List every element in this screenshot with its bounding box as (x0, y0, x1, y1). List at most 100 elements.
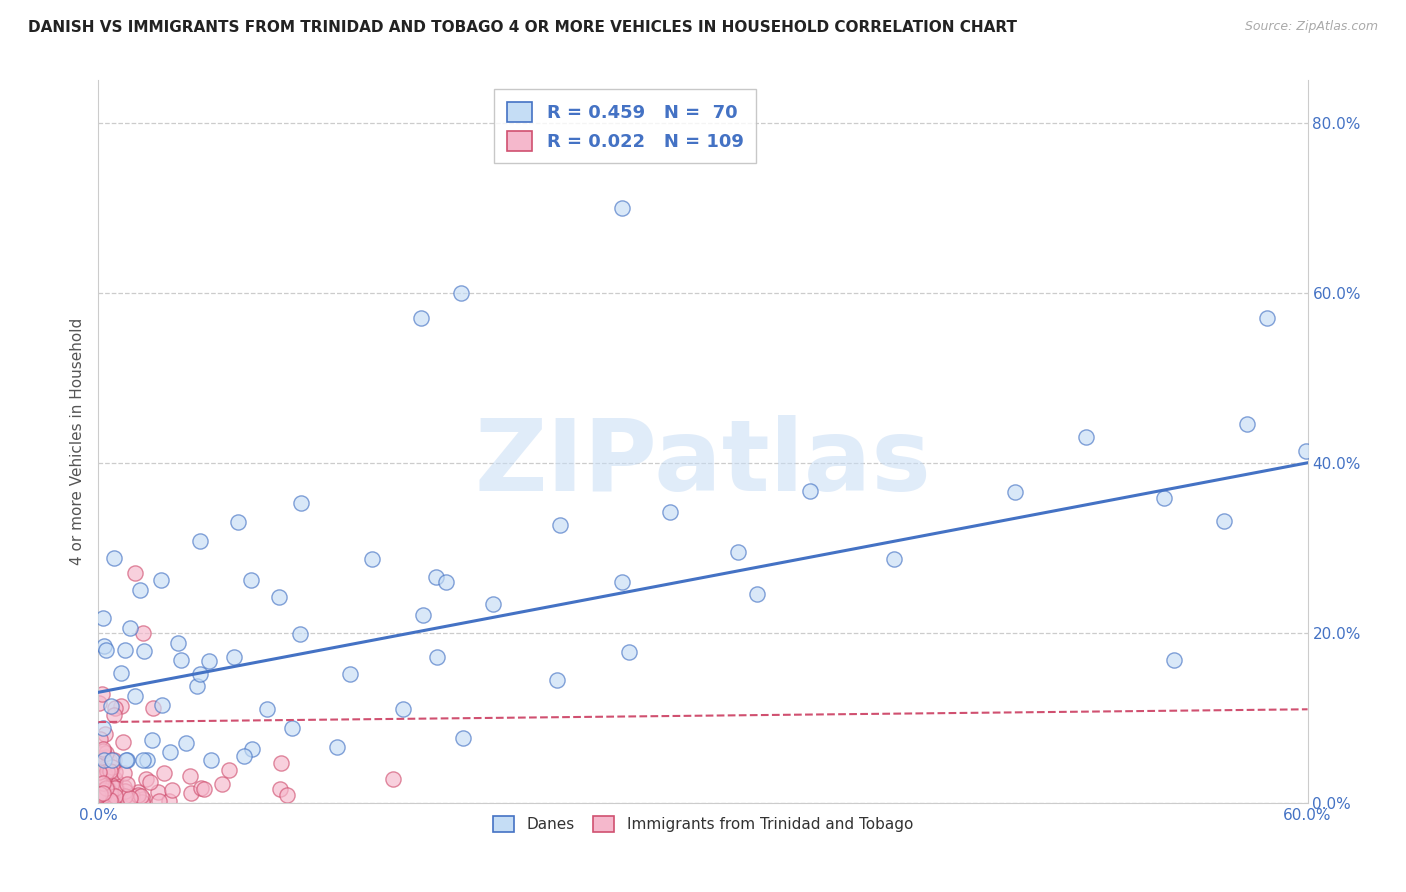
Point (100, 764, 122, 778)
Text: Source: ZipAtlas.com: Source: ZipAtlas.com (1244, 20, 1378, 33)
Point (1213, 514, 1236, 528)
Point (658, 505, 681, 519)
Point (103, 708, 125, 723)
Point (90, 762, 112, 776)
Point (290, 495, 312, 509)
Point (94, 727, 117, 741)
Point (93, 768, 115, 782)
Point (160, 783, 183, 797)
Point (166, 636, 188, 650)
Point (90, 773, 112, 788)
Point (392, 702, 415, 716)
Point (90, 687, 112, 701)
Point (112, 766, 135, 780)
Point (104, 781, 127, 796)
Point (193, 782, 215, 797)
Point (174, 736, 197, 750)
Point (240, 741, 263, 756)
Point (131, 795, 153, 809)
Point (121, 789, 143, 803)
Point (91, 611, 114, 625)
Text: ZIPatlas: ZIPatlas (475, 415, 931, 512)
Point (127, 785, 149, 799)
Point (93, 640, 115, 654)
Point (112, 780, 135, 795)
Point (90, 791, 112, 805)
Point (108, 787, 131, 801)
Point (131, 753, 153, 767)
Point (100, 778, 122, 792)
Point (96, 776, 118, 790)
Point (101, 792, 124, 806)
Text: DANISH VS IMMIGRANTS FROM TRINIDAD AND TOBAGO 4 OR MORE VEHICLES IN HOUSEHOLD CO: DANISH VS IMMIGRANTS FROM TRINIDAD AND T… (28, 20, 1017, 35)
Point (97, 792, 120, 806)
Point (91, 741, 114, 756)
Point (179, 768, 201, 782)
Point (128, 583, 150, 598)
Point (110, 699, 132, 714)
Point (100, 792, 122, 806)
Point (153, 766, 176, 780)
Point (612, 201, 634, 215)
Point (150, 698, 173, 713)
Point (117, 777, 139, 791)
Point (200, 753, 222, 767)
Point (186, 680, 208, 694)
Point (727, 545, 749, 559)
Point (434, 574, 457, 589)
Point (124, 566, 146, 581)
Point (412, 607, 434, 622)
Point (132, 644, 155, 658)
Point (146, 784, 169, 798)
Point (1256, 311, 1278, 326)
Point (883, 551, 905, 566)
Point (104, 781, 127, 796)
Point (121, 789, 143, 803)
Point (745, 587, 768, 601)
Point (610, 574, 633, 589)
Point (96, 796, 118, 810)
Point (546, 673, 568, 687)
Point (90, 790, 112, 805)
Point (1236, 417, 1258, 431)
Point (98, 792, 121, 806)
Point (131, 789, 153, 803)
Point (115, 753, 138, 767)
Point (93, 753, 115, 767)
Point (132, 625, 155, 640)
Point (89, 764, 111, 778)
Point (90, 751, 112, 765)
Point (100, 795, 122, 809)
Point (120, 793, 142, 807)
Point (98, 787, 121, 801)
Point (96, 764, 118, 779)
Point (240, 573, 263, 587)
Point (188, 534, 211, 549)
Point (103, 785, 125, 799)
Point (281, 721, 304, 735)
Point (190, 780, 212, 795)
Point (211, 777, 233, 791)
Point (136, 753, 159, 767)
Point (90, 786, 112, 800)
Point (115, 753, 138, 767)
Point (361, 552, 384, 566)
Point (382, 772, 405, 786)
Point (453, 731, 475, 745)
Point (89, 788, 111, 802)
Point (94, 746, 117, 760)
Point (94, 642, 117, 657)
Point (93, 786, 115, 800)
Point (104, 772, 127, 787)
Point (91, 721, 114, 735)
Point (89, 764, 111, 779)
Point (120, 621, 142, 635)
Point (94, 769, 117, 783)
Point (132, 792, 155, 806)
Point (114, 643, 136, 657)
Point (93, 789, 115, 803)
Point (120, 790, 142, 805)
Point (233, 748, 256, 763)
Point (1004, 484, 1026, 499)
Point (148, 794, 170, 808)
